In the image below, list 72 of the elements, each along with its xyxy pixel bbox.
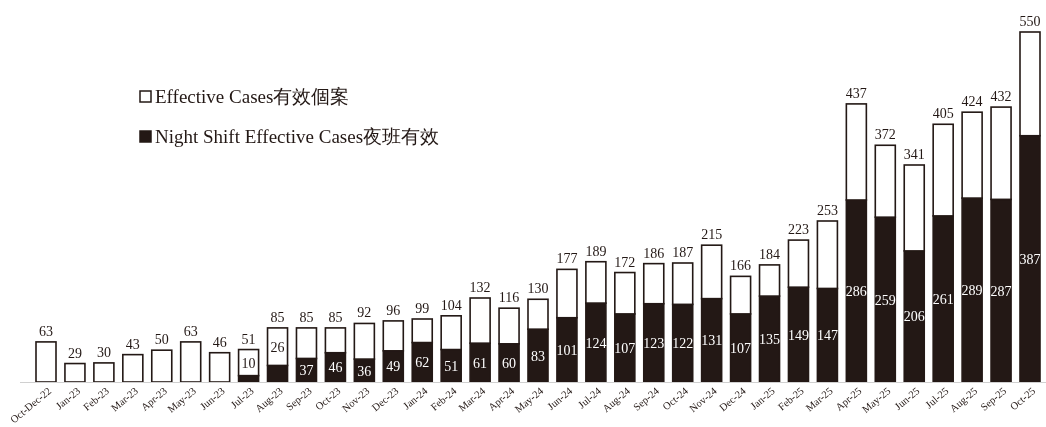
- total-label: 63: [39, 323, 53, 339]
- total-label: 184: [759, 246, 781, 262]
- total-label: 46: [212, 334, 227, 350]
- total-label: 424: [961, 94, 983, 110]
- bar: [208, 351, 231, 383]
- total-label: 30: [96, 344, 111, 360]
- data-label: 122: [672, 336, 694, 352]
- data-label: 149: [787, 327, 809, 343]
- total-label: 130: [527, 281, 549, 297]
- legend-label: Effective Cases有效個案: [155, 86, 350, 107]
- bar: [64, 362, 86, 383]
- data-label: 10: [241, 355, 256, 371]
- data-label: 287: [990, 283, 1012, 299]
- total-label: 186: [643, 245, 665, 261]
- data-label: 101: [556, 342, 578, 358]
- total-label: 63: [183, 323, 198, 339]
- total-label: 132: [469, 280, 491, 295]
- data-label: 62: [415, 355, 430, 371]
- total-label: 85: [299, 309, 314, 325]
- total-label: 187: [672, 245, 694, 260]
- data-label: 51: [444, 358, 459, 374]
- total-label: 116: [498, 290, 520, 306]
- data-label: 131: [701, 333, 723, 349]
- bar: [150, 349, 173, 383]
- data-label: 147: [816, 328, 838, 344]
- data-label: 107: [730, 340, 752, 356]
- total-label: 99: [415, 301, 430, 316]
- data-label: 26: [270, 339, 285, 355]
- total-label: 253: [816, 203, 838, 218]
- data-label: 286: [845, 284, 867, 299]
- total-label: 223: [787, 222, 809, 238]
- total-label: 96: [386, 302, 401, 318]
- data-label: 259: [874, 292, 896, 308]
- data-label: 387: [1019, 251, 1041, 267]
- total-label: 437: [845, 85, 867, 101]
- total-label: 215: [701, 227, 723, 243]
- data-label: 123: [643, 335, 665, 351]
- total-label: 405: [932, 106, 954, 122]
- bar: [179, 341, 202, 383]
- total-label: 172: [614, 254, 636, 270]
- data-label: 37: [299, 363, 314, 379]
- data-label: 124: [585, 335, 607, 351]
- total-label: 177: [556, 251, 578, 267]
- total-label: 50: [154, 332, 169, 348]
- total-label: 51: [241, 331, 256, 347]
- data-label: 83: [531, 348, 545, 364]
- total-label: 550: [1019, 14, 1041, 29]
- total-label: 85: [270, 309, 285, 325]
- data-label: 49: [386, 359, 401, 375]
- total-label: 166: [730, 258, 752, 274]
- data-label: 206: [903, 309, 925, 325]
- bar: [35, 341, 57, 383]
- total-label: 432: [990, 89, 1012, 105]
- data-label: 289: [961, 283, 983, 299]
- data-label: 36: [357, 363, 372, 379]
- total-label: 43: [125, 336, 140, 352]
- data-label: 61: [473, 355, 488, 371]
- data-label: 46: [328, 360, 343, 376]
- total-label: 372: [874, 127, 896, 143]
- total-label: 189: [585, 243, 607, 259]
- total-label: 341: [903, 147, 925, 162]
- data-label: 107: [614, 340, 636, 356]
- data-label: 60: [502, 355, 517, 371]
- data-label: 261: [932, 291, 954, 307]
- bar: [122, 353, 144, 383]
- total-label: 85: [328, 309, 343, 325]
- legend-label: Night Shift Effective Cases夜班有效: [155, 126, 440, 147]
- data-label: 135: [759, 332, 781, 348]
- total-label: 92: [357, 305, 372, 321]
- total-label: 29: [67, 345, 82, 361]
- total-label: 104: [440, 297, 462, 313]
- bar: [93, 362, 115, 383]
